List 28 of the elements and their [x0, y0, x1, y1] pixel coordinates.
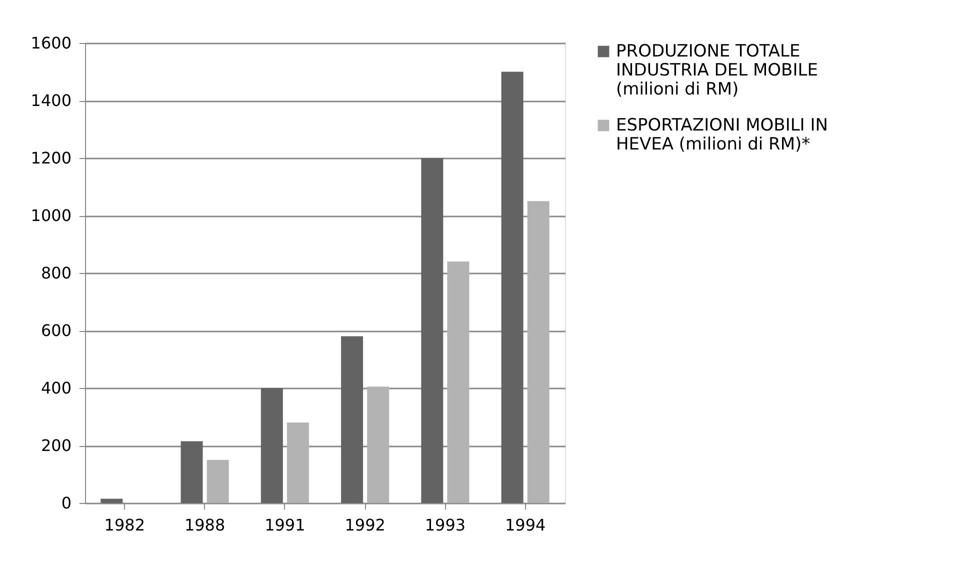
bar	[367, 386, 390, 503]
y-tick-label: 600	[40, 321, 72, 340]
y-tick-label: 800	[40, 264, 72, 282]
y-tick-label: 1000	[30, 206, 72, 225]
bar	[286, 422, 309, 503]
bar	[180, 441, 203, 503]
bar	[447, 262, 470, 503]
y-tick-label: 1200	[30, 148, 72, 168]
x-tick-label: 1993	[424, 516, 466, 534]
x-tick-label: 1982	[104, 516, 146, 534]
bar	[206, 460, 229, 503]
bar	[260, 388, 283, 503]
legend-label: PRODUZIONE TOTALE INDUSTRIA DEL MOBILE (milioni di RM)	[616, 42, 818, 100]
bar	[527, 201, 550, 503]
x-tick-label: 1994	[504, 516, 546, 534]
x-tick-label: 1988	[184, 516, 226, 534]
legend-label: ESPORTAZIONI MOBILI IN HEVEA (milioni di RM)*	[616, 116, 828, 154]
bar	[100, 498, 123, 503]
x-tick-label: 1991	[264, 516, 306, 534]
y-tick-label: 0	[61, 494, 72, 512]
y-tick-label: 200	[40, 436, 72, 455]
y-tick-label: 1400	[30, 91, 72, 110]
bar	[501, 72, 524, 503]
x-tick-label: 1992	[344, 516, 386, 534]
y-tick-label: 1600	[30, 34, 72, 52]
y-tick-label: 400	[40, 378, 72, 398]
bar	[421, 158, 444, 503]
bar	[341, 336, 364, 503]
